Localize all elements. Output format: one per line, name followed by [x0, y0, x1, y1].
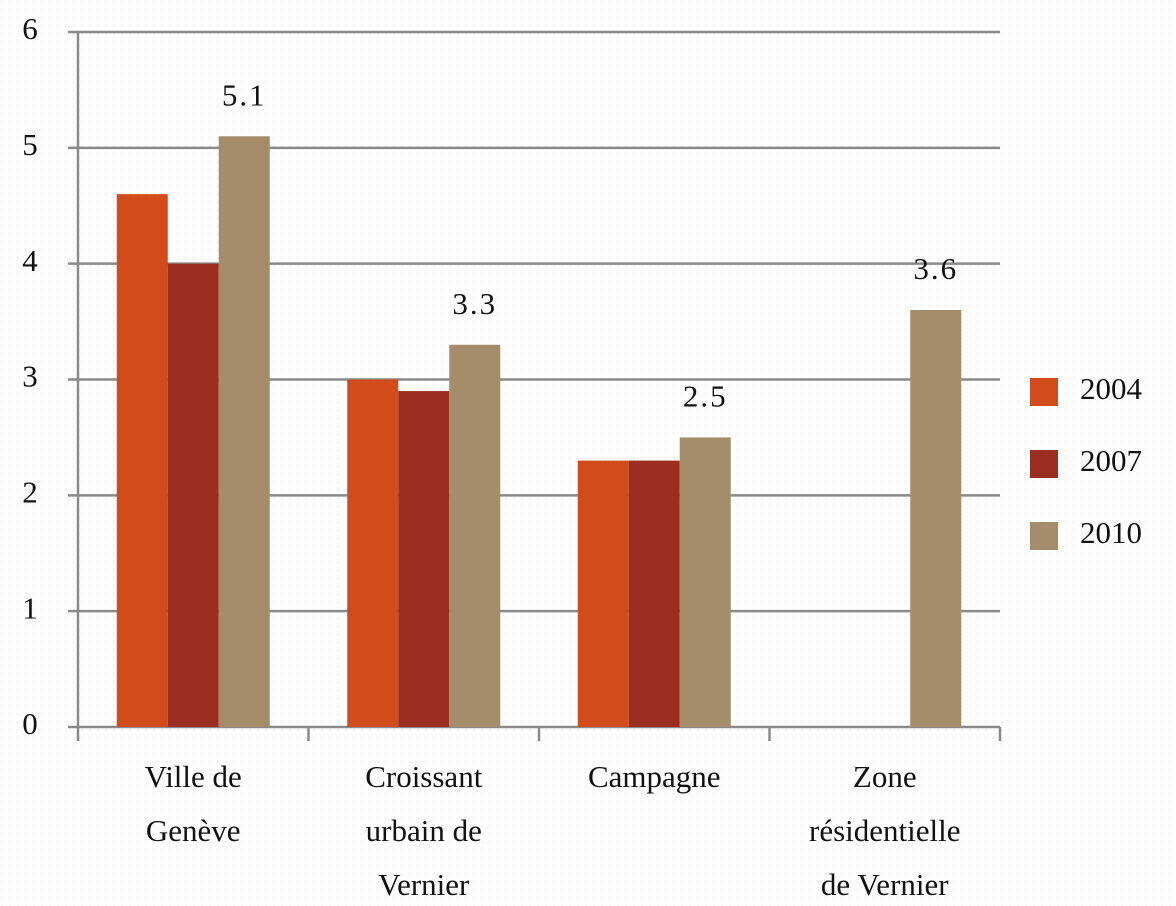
bar — [679, 437, 731, 727]
x-tick-label: Ville de Genève — [145, 759, 242, 848]
legend-label: 2010 — [1080, 515, 1142, 550]
bar — [628, 460, 680, 727]
bar — [347, 379, 399, 727]
data-label: 3.3 — [452, 286, 497, 321]
bar — [116, 194, 168, 727]
x-tick-label: Campagne — [588, 759, 721, 794]
y-tick-label: 0 — [22, 706, 38, 741]
y-tick-label: 3 — [22, 359, 38, 394]
bar — [218, 136, 270, 727]
y-tick-label: 1 — [22, 590, 38, 625]
bar — [910, 310, 962, 727]
y-tick-label: 2 — [22, 474, 38, 509]
y-tick-label: 4 — [22, 243, 38, 278]
y-tick-label: 6 — [22, 11, 38, 46]
data-label: 3.6 — [913, 251, 958, 286]
bar — [449, 344, 501, 727]
legend-swatch — [1030, 522, 1058, 550]
data-label: 5.1 — [222, 77, 267, 112]
bar — [577, 460, 629, 727]
x-tick-label: Zone résidentielle de Vernier — [809, 759, 961, 902]
legend-label: 2004 — [1080, 371, 1143, 406]
bar — [167, 263, 219, 727]
x-tick-label: Croissant urbain de Vernier — [365, 759, 483, 902]
data-label: 2.5 — [683, 379, 728, 414]
legend-label: 2007 — [1080, 443, 1142, 478]
legend-swatch — [1030, 378, 1058, 406]
y-tick-label: 5 — [22, 127, 38, 162]
bar — [398, 391, 450, 727]
legend-swatch — [1030, 450, 1058, 478]
